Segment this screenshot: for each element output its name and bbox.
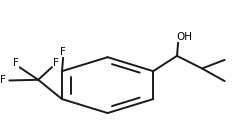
Text: F: F: [60, 47, 66, 57]
Text: F: F: [13, 58, 19, 68]
Text: F: F: [0, 75, 6, 86]
Text: F: F: [53, 58, 58, 68]
Text: OH: OH: [176, 32, 192, 42]
